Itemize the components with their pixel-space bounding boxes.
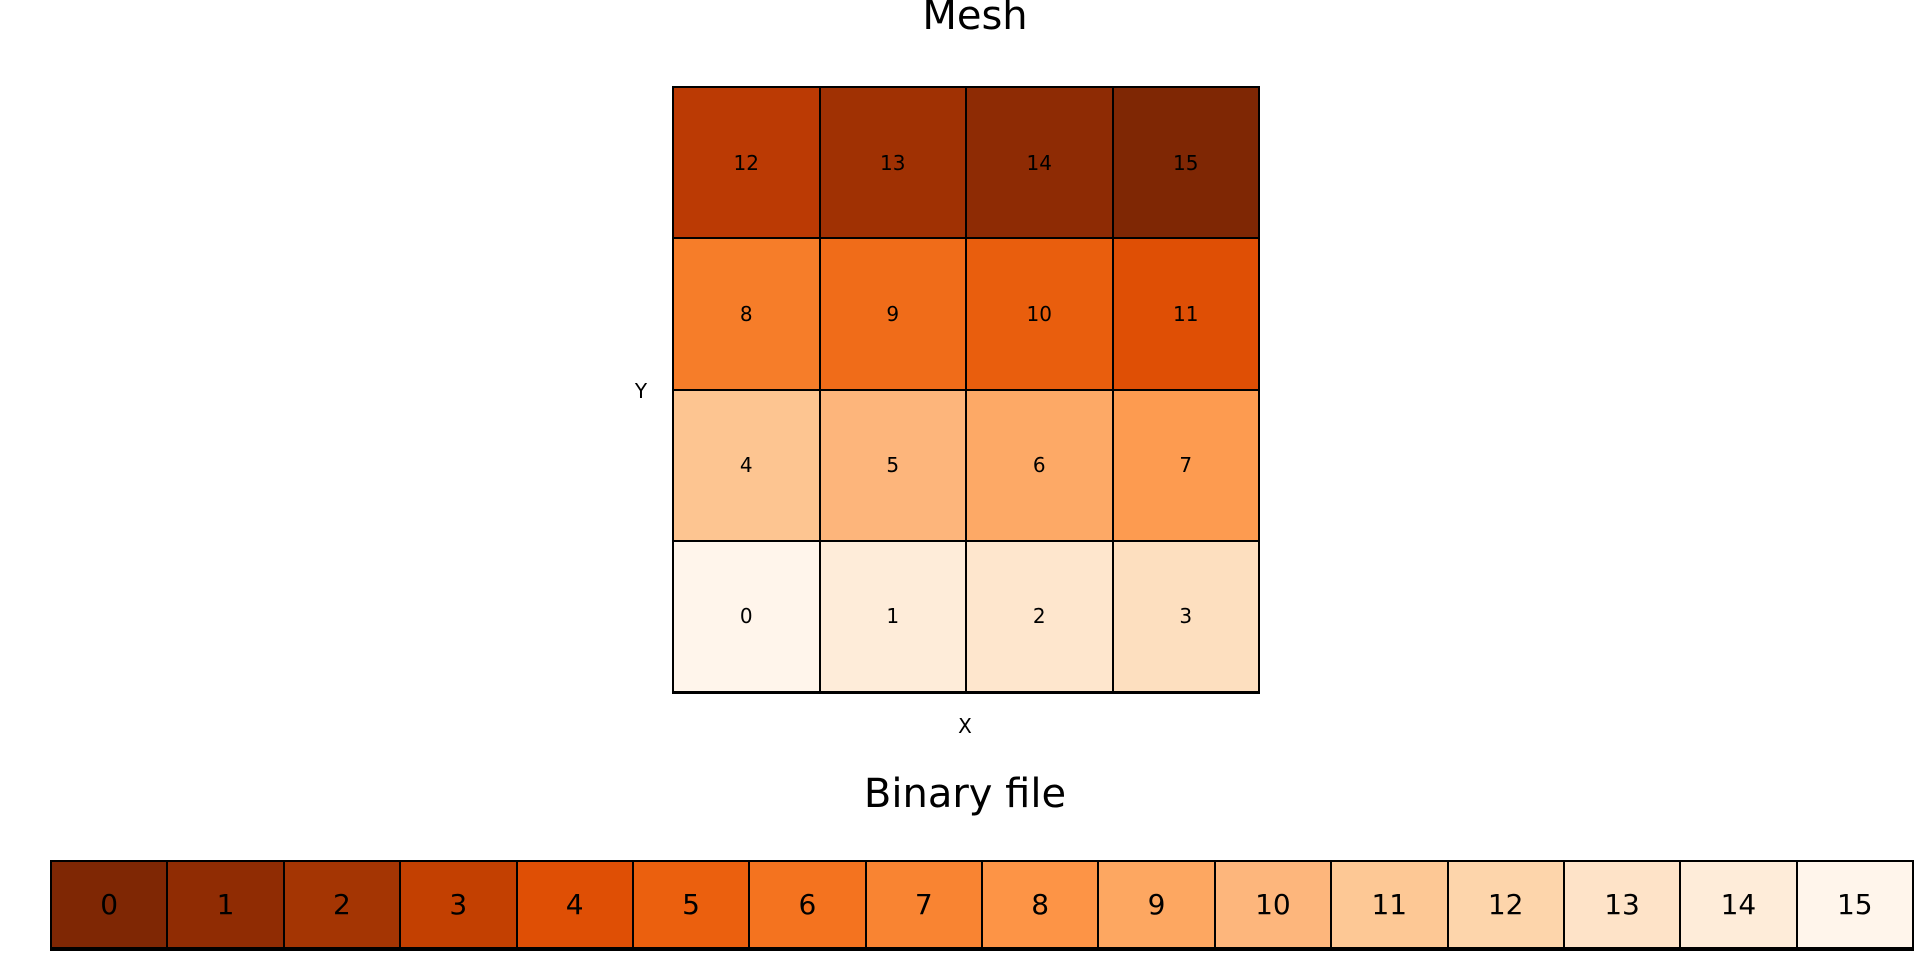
mesh-cell: 0 (673, 540, 820, 692)
binary-cell: 4 (516, 861, 633, 948)
binary-cell: 5 (632, 861, 750, 948)
binary-cell: 10 (1214, 861, 1332, 948)
mesh-cell: 6 (966, 389, 1113, 541)
binary-cell: 2 (283, 861, 401, 948)
mesh-cell: 8 (673, 238, 820, 390)
binary-file-strip: 0 1 2 3 4 5 6 7 8 9 10 11 12 13 14 15 (50, 860, 1914, 951)
binary-cell: 11 (1331, 861, 1448, 948)
mesh-cell: 3 (1112, 540, 1259, 692)
x-axis-label: X (958, 714, 972, 738)
binary-cell: 14 (1680, 861, 1797, 948)
mesh-grid: 12 13 14 15 8 9 10 11 4 5 6 7 0 1 2 3 (672, 86, 1260, 694)
binary-cell: 15 (1796, 861, 1913, 948)
mesh-cell: 9 (819, 238, 966, 390)
binary-cell: 13 (1563, 861, 1681, 948)
binary-cell: 0 (51, 861, 168, 948)
binary-cell: 1 (167, 861, 284, 948)
binary-file-title: Binary file (863, 771, 1067, 817)
mesh-cell: 11 (1112, 238, 1259, 390)
binary-cell: 6 (749, 861, 866, 948)
binary-cell: 7 (865, 861, 982, 948)
mesh-cell: 4 (673, 389, 820, 541)
mesh-title: Mesh (922, 0, 1028, 39)
mesh-cell: 2 (966, 540, 1113, 692)
binary-cell: 3 (400, 861, 517, 948)
mesh-cell: 10 (966, 238, 1113, 390)
mesh-cell: 7 (1112, 389, 1259, 541)
mesh-cell: 5 (819, 389, 966, 541)
y-axis-label: Y (634, 379, 648, 403)
mesh-cell: 13 (819, 87, 966, 239)
binary-cell: 12 (1447, 861, 1564, 948)
mesh-cell: 14 (966, 87, 1113, 239)
binary-cell: 9 (1098, 861, 1215, 948)
binary-cell: 8 (982, 861, 1099, 948)
mesh-cell: 15 (1112, 87, 1259, 239)
mesh-cell: 12 (673, 87, 820, 239)
mesh-cell: 1 (819, 540, 966, 692)
